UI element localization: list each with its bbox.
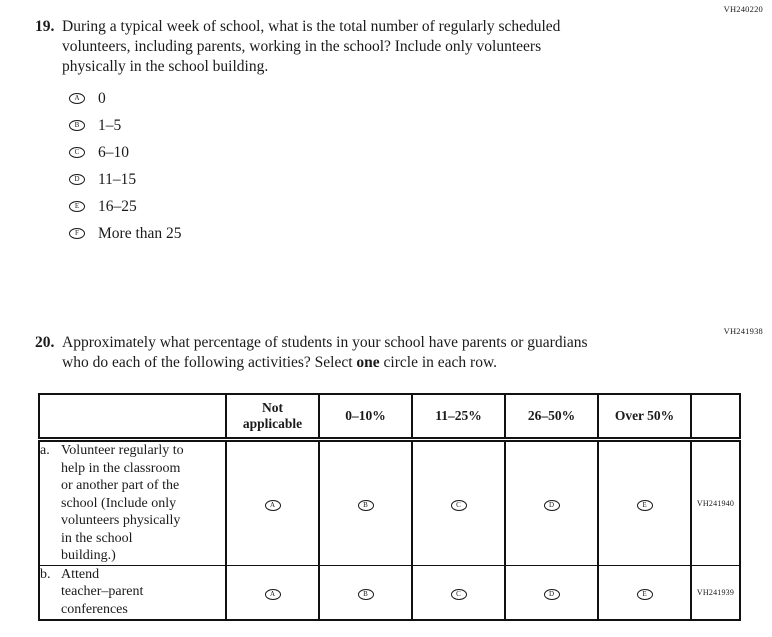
question-19-number: 19. <box>35 18 55 35</box>
option-label-1: 1–5 <box>98 116 122 134</box>
option-label-0: 0 <box>98 89 106 107</box>
q19-bubble-a[interactable]: A <box>69 93 85 104</box>
q20-row-b-bubble-e[interactable]: E <box>636 589 653 600</box>
q19-bubble-d[interactable]: D <box>69 174 85 185</box>
option-row-0: A 0 <box>69 85 182 112</box>
q20-row-a-cell-not-applicable: A <box>225 438 320 566</box>
option-row-5: F More than 25 <box>69 220 182 247</box>
q20-header-0-10: 0–10% <box>318 393 413 442</box>
option-row-2: C 6–10 <box>69 139 182 166</box>
question-20: 20. Approximately what percentage of stu… <box>35 333 588 373</box>
q20-row-b-item-letter: b. <box>40 566 51 582</box>
q20-header-empty <box>38 393 227 442</box>
form-code-q20: VH241938 <box>723 326 763 336</box>
q20-row-b-code: VH241939 <box>690 564 741 621</box>
question-20-number: 20. <box>35 334 55 351</box>
q20-row-a-label: Volunteer regularly to help in the class… <box>61 443 184 563</box>
q20-row-a-cell-11-25: C <box>411 438 506 566</box>
question-20-bold-word: one <box>356 354 380 371</box>
option-row-4: E 16–25 <box>69 193 182 220</box>
q20-header-26-50: 26–50% <box>504 393 599 442</box>
option-label-5: More than 25 <box>98 224 182 242</box>
q20-row-a-item-letter: a. <box>40 443 50 458</box>
q20-row-a-label-cell: a. Volunteer regularly to help in the cl… <box>38 438 227 566</box>
q20-table-row-b: b. Attend teacher–parent conferences A B… <box>38 564 741 621</box>
q20-row-b-cell-11-25: C <box>411 564 506 621</box>
q19-bubble-b[interactable]: B <box>69 120 85 131</box>
q20-row-b-label-cell: b. Attend teacher–parent conferences <box>38 564 227 621</box>
q20-header-not-applicable: Not applicable <box>225 393 320 442</box>
question-19-text: During a typical week of school, what is… <box>62 18 561 75</box>
q20-row-b-label: Attend teacher–parent conferences <box>61 566 144 617</box>
q20-row-a-cell-26-50: D <box>504 438 599 566</box>
q20-table-row-a: a. Volunteer regularly to help in the cl… <box>38 438 741 566</box>
q19-bubble-e[interactable]: E <box>69 201 85 212</box>
question-20-text-end: circle in each row. <box>379 354 498 371</box>
q20-row-a-bubble-c[interactable]: C <box>450 500 467 512</box>
q19-bubble-c[interactable]: C <box>69 147 85 158</box>
q20-row-a-bubble-a[interactable]: A <box>264 500 281 512</box>
q20-row-b-cell-not-applicable: A <box>225 564 320 621</box>
option-label-3: 11–15 <box>98 170 137 188</box>
q20-row-b-cell-26-50: D <box>504 564 599 621</box>
q20-row-a-bubble-e[interactable]: E <box>636 500 653 512</box>
q20-header-11-25: 11–25% <box>411 393 506 442</box>
q20-table-header-row: Not applicable 0–10% 11–25% 26–50% Over … <box>38 393 741 442</box>
question-20-text-start: Approximately what percentage of student… <box>62 334 588 371</box>
q20-header-over-50: Over 50% <box>597 393 692 442</box>
q20-row-b-cell-0-10: B <box>318 564 413 621</box>
q19-bubble-f[interactable]: F <box>69 228 85 239</box>
q20-header-code-col <box>690 393 741 442</box>
q20-row-a-bubble-d[interactable]: D <box>543 500 560 512</box>
option-label-2: 6–10 <box>98 143 129 161</box>
question-20-text: Approximately what percentage of student… <box>62 333 588 373</box>
question-19-options: A 0 B 1–5 C 6–10 D 11–15 E 16–25 F More … <box>69 85 182 247</box>
q20-row-a-code: VH241940 <box>690 438 741 566</box>
q20-row-b-bubble-c[interactable]: C <box>450 589 467 600</box>
q20-row-b-bubble-a[interactable]: A <box>264 589 281 600</box>
q20-row-a-cell-0-10: B <box>318 438 413 566</box>
option-row-1: B 1–5 <box>69 112 182 139</box>
option-row-3: D 11–15 <box>69 166 182 193</box>
option-label-4: 16–25 <box>98 197 137 215</box>
q20-row-b-bubble-b[interactable]: B <box>357 589 374 600</box>
q20-row-b-cell-over-50: E <box>597 564 692 621</box>
q20-table: Not applicable 0–10% 11–25% 26–50% Over … <box>38 393 741 621</box>
form-code-q19: VH240220 <box>723 4 763 14</box>
q20-row-a-cell-over-50: E <box>597 438 692 566</box>
q20-row-a-bubble-b[interactable]: B <box>357 500 374 512</box>
q20-row-b-bubble-d[interactable]: D <box>543 589 560 600</box>
question-19: 19. During a typical week of school, wha… <box>35 17 560 77</box>
